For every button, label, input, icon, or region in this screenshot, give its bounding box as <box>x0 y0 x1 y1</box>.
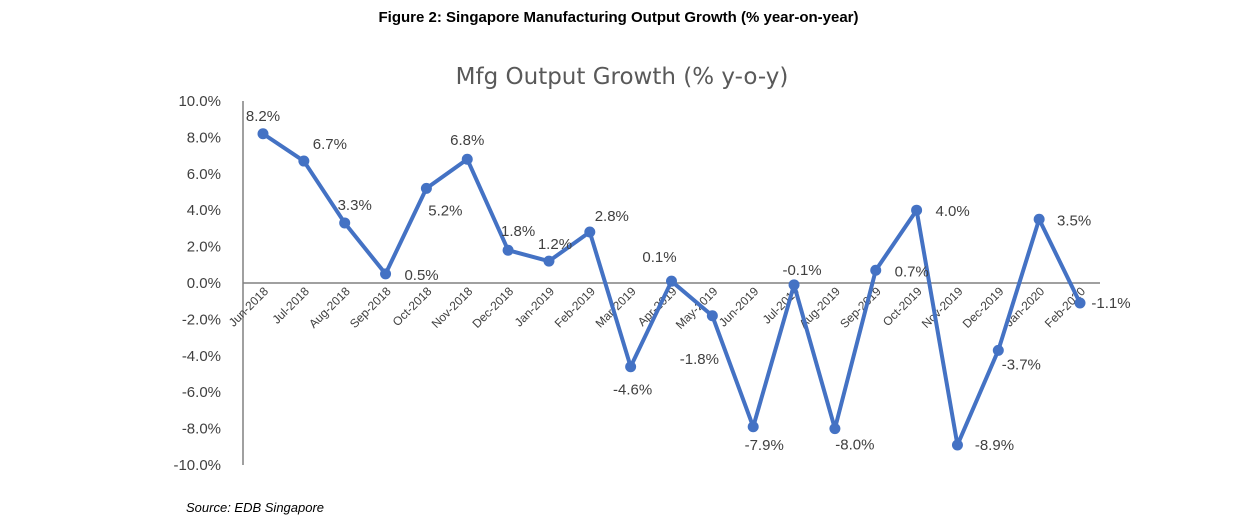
data-label: 3.5% <box>1057 212 1091 229</box>
data-point <box>1033 213 1045 225</box>
data-label: -1.8% <box>680 351 719 368</box>
data-label: 6.8% <box>450 132 484 149</box>
data-label: 0.7% <box>895 263 929 280</box>
data-point <box>420 182 432 194</box>
y-tick-label: 4.0% <box>187 202 221 219</box>
data-point <box>1074 297 1086 309</box>
y-tick-label: -2.0% <box>182 311 221 328</box>
data-point <box>257 128 269 140</box>
data-label: 8.2% <box>246 108 280 125</box>
data-label: 5.2% <box>428 202 462 219</box>
data-point <box>584 226 596 238</box>
x-tick-label: Dec-2018 <box>470 284 517 331</box>
data-label: -0.1% <box>782 262 821 279</box>
data-point <box>298 155 310 167</box>
data-label: 6.7% <box>313 136 347 153</box>
y-tick-label: 2.0% <box>187 239 221 256</box>
y-tick-label: -8.0% <box>182 421 221 438</box>
data-point <box>339 217 351 229</box>
figure-title: Figure 2: Singapore Manufacturing Output… <box>378 9 859 26</box>
x-tick-label: Jun-2018 <box>226 284 272 330</box>
x-tick-label: Nov-2019 <box>919 284 966 331</box>
x-tick-label: Nov-2018 <box>429 284 476 331</box>
data-point <box>829 423 841 435</box>
data-point <box>992 344 1004 356</box>
data-point <box>788 279 800 291</box>
data-label: -7.9% <box>745 437 784 454</box>
data-label: -1.1% <box>1091 295 1130 312</box>
data-point <box>625 361 637 373</box>
y-tick-label: -10.0% <box>173 457 221 474</box>
x-tick-label: Sep-2018 <box>347 284 394 331</box>
x-tick-label: Oct-2019 <box>880 284 925 329</box>
data-point <box>461 153 473 165</box>
x-tick-label: Jan-2019 <box>512 284 558 330</box>
y-tick-label: -4.0% <box>182 348 221 365</box>
data-label: 1.2% <box>538 236 572 253</box>
x-tick-label: Jun-2019 <box>716 284 762 330</box>
data-point <box>706 310 718 322</box>
x-tick-label: Feb-2019 <box>552 284 598 330</box>
data-point <box>911 204 923 216</box>
data-label: -8.9% <box>975 437 1014 454</box>
data-point <box>543 255 555 267</box>
y-tick-label: 10.0% <box>178 93 221 110</box>
data-point <box>747 421 759 433</box>
x-tick-label: Aug-2018 <box>306 284 353 331</box>
y-tick-label: 6.0% <box>187 166 221 183</box>
chart-title: Mfg Output Growth (% y-o-y) <box>456 64 789 90</box>
data-label: 0.1% <box>642 249 676 266</box>
data-point <box>870 264 882 276</box>
data-point <box>380 268 392 280</box>
x-tick-label: Oct-2018 <box>390 284 435 329</box>
y-tick-label: 0.0% <box>187 275 221 292</box>
data-label: 1.8% <box>501 223 535 240</box>
x-tick-label: Dec-2019 <box>960 284 1007 331</box>
data-label: -3.7% <box>1002 356 1041 373</box>
data-point <box>951 439 963 451</box>
data-label: 0.5% <box>404 267 438 284</box>
data-label: 4.0% <box>935 203 969 220</box>
y-tick-label: 8.0% <box>187 129 221 146</box>
data-label: -8.0% <box>835 437 874 454</box>
data-point <box>502 244 514 256</box>
data-point <box>666 275 677 287</box>
data-label: 2.8% <box>595 208 629 225</box>
data-label: -4.6% <box>613 382 652 399</box>
source-note: Source: EDB Singapore <box>186 500 325 515</box>
y-tick-label: -6.0% <box>182 384 221 401</box>
data-label: 3.3% <box>338 197 372 214</box>
